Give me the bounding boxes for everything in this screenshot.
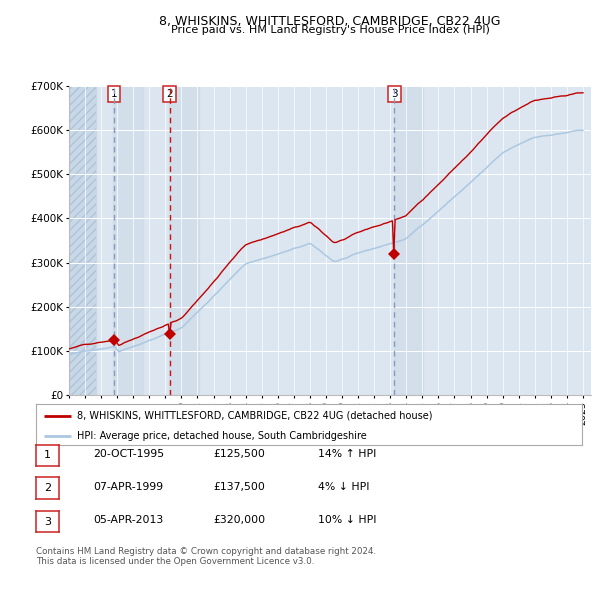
Text: £137,500: £137,500 [213, 482, 265, 491]
Text: 07-APR-1999: 07-APR-1999 [93, 482, 163, 491]
Bar [69, 86, 97, 395]
Bar [69, 86, 97, 395]
Bar [113, 86, 143, 395]
Text: 8, WHISKINS, WHITTLESFORD, CAMBRIDGE, CB22 4UG (detached house): 8, WHISKINS, WHITTLESFORD, CAMBRIDGE, CB… [77, 411, 433, 421]
Text: 3: 3 [391, 90, 398, 99]
Bar [394, 86, 423, 395]
Text: Contains HM Land Registry data © Crown copyright and database right 2024.: Contains HM Land Registry data © Crown c… [36, 547, 376, 556]
Text: £125,500: £125,500 [213, 450, 265, 459]
Text: 1: 1 [44, 451, 51, 460]
Bar [169, 86, 199, 395]
Text: 3: 3 [44, 517, 51, 526]
Text: 2: 2 [44, 483, 51, 493]
Text: Price paid vs. HM Land Registry's House Price Index (HPI): Price paid vs. HM Land Registry's House … [170, 25, 490, 35]
Text: 14% ↑ HPI: 14% ↑ HPI [318, 450, 376, 459]
Text: 1: 1 [111, 90, 118, 99]
Text: HPI: Average price, detached house, South Cambridgeshire: HPI: Average price, detached house, Sout… [77, 431, 367, 441]
Text: 4% ↓ HPI: 4% ↓ HPI [318, 482, 370, 491]
Text: This data is licensed under the Open Government Licence v3.0.: This data is licensed under the Open Gov… [36, 558, 314, 566]
Text: 8, WHISKINS, WHITTLESFORD, CAMBRIDGE, CB22 4UG: 8, WHISKINS, WHITTLESFORD, CAMBRIDGE, CB… [159, 15, 501, 28]
Text: 05-APR-2013: 05-APR-2013 [93, 516, 163, 525]
Text: £320,000: £320,000 [213, 516, 265, 525]
Text: 10% ↓ HPI: 10% ↓ HPI [318, 516, 377, 525]
Text: 20-OCT-1995: 20-OCT-1995 [93, 450, 164, 459]
Text: 2: 2 [166, 90, 173, 99]
